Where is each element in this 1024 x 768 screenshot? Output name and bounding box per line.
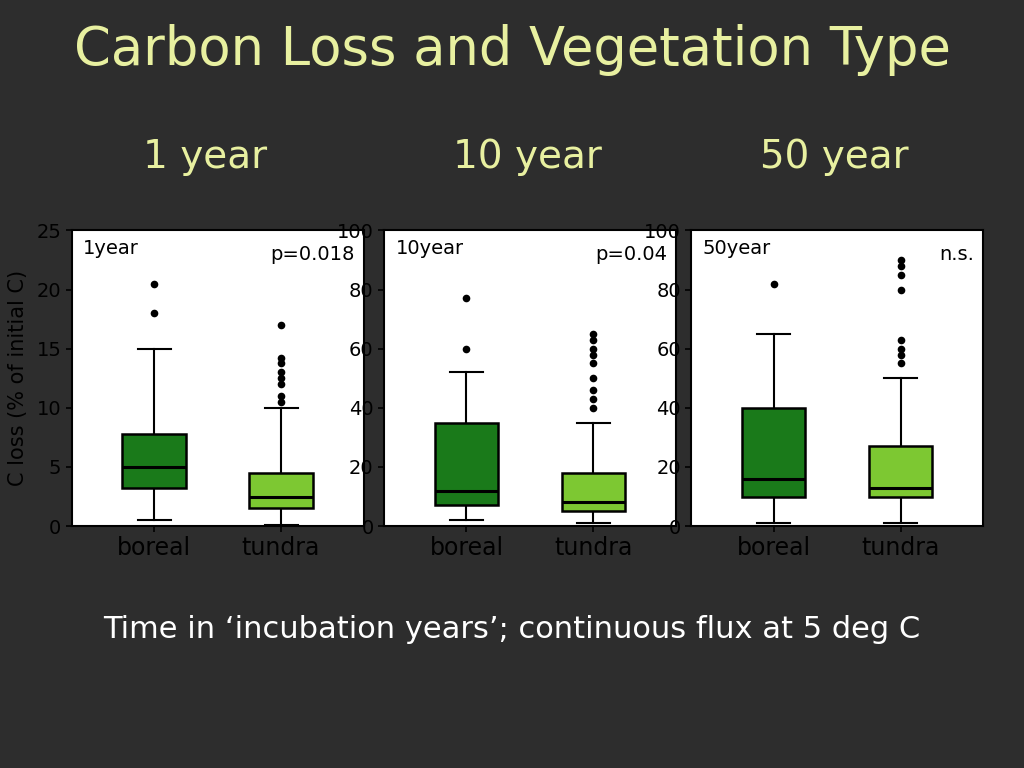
- Bar: [561, 473, 625, 511]
- Bar: [868, 446, 932, 497]
- Bar: [123, 434, 186, 488]
- Y-axis label: C loss (% of initial C): C loss (% of initial C): [8, 270, 28, 486]
- Text: 1year: 1year: [83, 240, 139, 258]
- Text: p=0.04: p=0.04: [595, 245, 667, 264]
- Bar: [249, 473, 312, 508]
- Text: 50year: 50year: [702, 240, 771, 258]
- Text: 10year: 10year: [395, 240, 464, 258]
- Text: 50 year: 50 year: [760, 138, 909, 177]
- Text: n.s.: n.s.: [939, 245, 974, 264]
- Text: Time in ‘incubation years’; continuous flux at 5 deg C: Time in ‘incubation years’; continuous f…: [103, 615, 921, 644]
- Text: p=0.018: p=0.018: [270, 245, 354, 264]
- Bar: [435, 422, 499, 505]
- Text: 10 year: 10 year: [453, 138, 602, 177]
- Text: 1 year: 1 year: [142, 138, 267, 177]
- Bar: [742, 408, 806, 497]
- Text: Carbon Loss and Vegetation Type: Carbon Loss and Vegetation Type: [74, 24, 950, 76]
